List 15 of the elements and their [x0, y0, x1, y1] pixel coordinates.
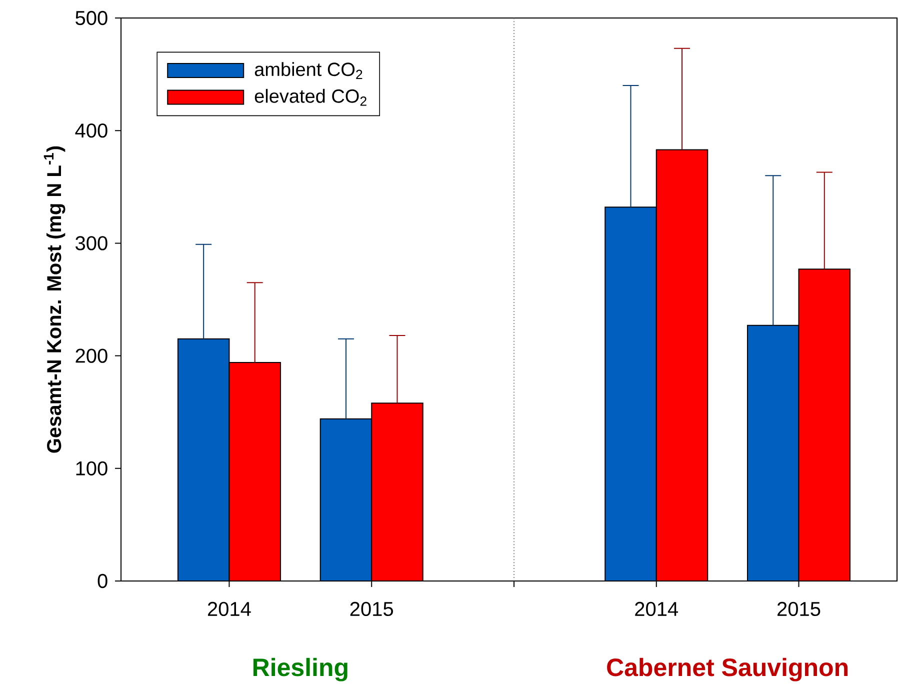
text: Cabernet Sauvignon [607, 658, 848, 682]
y-axis-title: Gesamt-N Konz. Most (mg N L$^{-1}$) [44, 146, 66, 453]
y-tick-label: 200 [76, 348, 108, 363]
legend-label: elevated CO$_{2}$ [254, 88, 366, 106]
y-tick-label: 500 [76, 10, 108, 26]
legend-label: ambient CO$_{2}$ [254, 62, 362, 80]
y-tick-label: 0 [98, 574, 108, 588]
y-tick-label: 100 [76, 461, 108, 476]
text: Riesling [253, 658, 348, 682]
x-tick-label: 2015 [350, 602, 393, 616]
x-tick-label: 2014 [635, 602, 678, 616]
y-tick-label: 400 [75, 124, 108, 138]
x-tick-label: 2015 [778, 602, 820, 616]
x-tick-label: 2014 [208, 602, 251, 616]
y-tick-label: 300 [76, 236, 108, 250]
